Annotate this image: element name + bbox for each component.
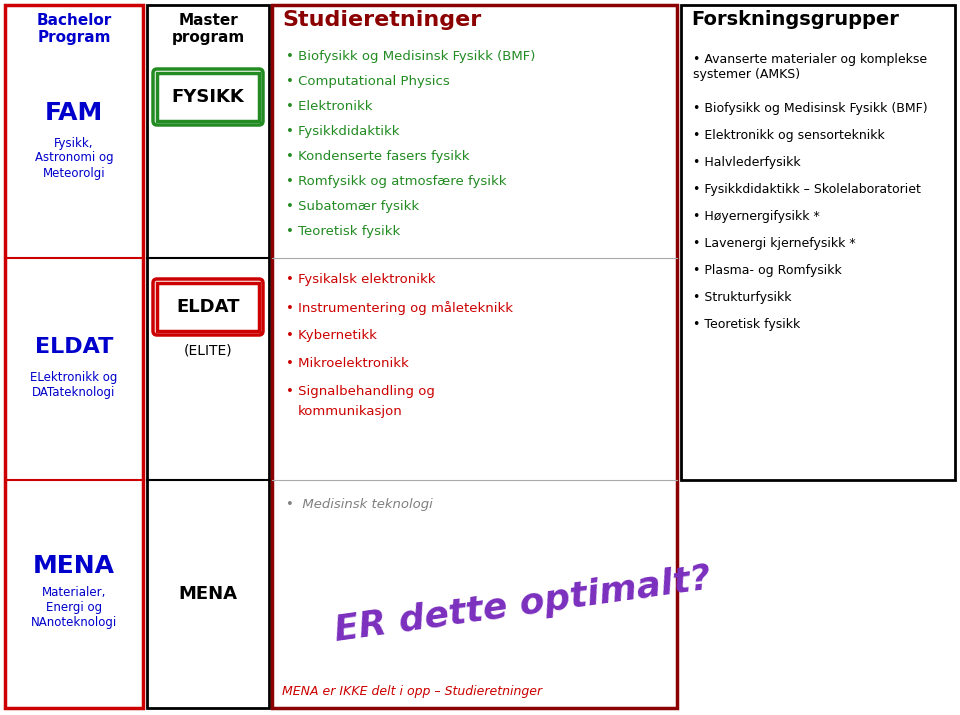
Bar xyxy=(147,5,269,708)
Bar xyxy=(272,5,677,708)
Text: ELektronikk og
DATateknologi: ELektronikk og DATateknologi xyxy=(31,371,118,399)
Text: • Kondenserte fasers fysikk: • Kondenserte fasers fysikk xyxy=(286,150,469,163)
Text: • Teoretisk fysikk: • Teoretisk fysikk xyxy=(693,318,801,331)
Text: Materialer,
Energi og
NAnoteknologi: Materialer, Energi og NAnoteknologi xyxy=(31,586,117,629)
Text: Fysikk,
Astronomi og
Meteorolgi: Fysikk, Astronomi og Meteorolgi xyxy=(35,137,113,179)
Text: • Kybernetikk: • Kybernetikk xyxy=(286,329,377,342)
Text: • Fysikalsk elektronikk: • Fysikalsk elektronikk xyxy=(286,273,436,286)
Text: •  Medisinsk teknologi: • Medisinsk teknologi xyxy=(286,498,433,511)
Text: • Høyernergifysikk *: • Høyernergifysikk * xyxy=(693,210,820,223)
Text: Master
program: Master program xyxy=(172,13,245,45)
Text: • Signalbehandling og: • Signalbehandling og xyxy=(286,385,435,398)
Text: MENA er IKKE delt i opp – Studieretninger: MENA er IKKE delt i opp – Studieretninge… xyxy=(282,685,542,698)
Text: MENA: MENA xyxy=(33,554,115,578)
Text: • Romfysikk og atmosfære fysikk: • Romfysikk og atmosfære fysikk xyxy=(286,175,507,188)
Text: • Elektronikk og sensorteknikk: • Elektronikk og sensorteknikk xyxy=(693,129,885,142)
Text: ELDAT: ELDAT xyxy=(177,298,240,316)
Bar xyxy=(681,5,955,480)
Text: • Avanserte materialer og komplekse
systemer (AMKS): • Avanserte materialer og komplekse syst… xyxy=(693,53,927,81)
Bar xyxy=(5,5,143,708)
Text: • Biofysikk og Medisinsk Fysikk (BMF): • Biofysikk og Medisinsk Fysikk (BMF) xyxy=(286,50,536,63)
Text: FYSIKK: FYSIKK xyxy=(172,88,245,106)
Text: ELDAT: ELDAT xyxy=(35,337,113,357)
Text: • Mikroelektronikk: • Mikroelektronikk xyxy=(286,357,409,370)
Text: • Fysikkdidaktikk: • Fysikkdidaktikk xyxy=(286,125,399,138)
Text: • Plasma- og Romfysikk: • Plasma- og Romfysikk xyxy=(693,264,842,277)
Bar xyxy=(157,283,259,331)
Text: • Halvlederfysikk: • Halvlederfysikk xyxy=(693,156,801,169)
Text: ER dette optimalt?: ER dette optimalt? xyxy=(332,562,713,649)
Text: • Teoretisk fysikk: • Teoretisk fysikk xyxy=(286,225,400,238)
Text: kommunikasjon: kommunikasjon xyxy=(298,405,403,418)
Text: Studieretninger: Studieretninger xyxy=(282,10,481,30)
Text: • Biofysikk og Medisinsk Fysikk (BMF): • Biofysikk og Medisinsk Fysikk (BMF) xyxy=(693,102,927,115)
Text: • Strukturfysikk: • Strukturfysikk xyxy=(693,291,791,304)
Bar xyxy=(157,73,259,121)
Text: Bachelor
Program: Bachelor Program xyxy=(36,13,111,45)
Text: • Fysikkdidaktikk – Skolelaboratoriet: • Fysikkdidaktikk – Skolelaboratoriet xyxy=(693,183,921,196)
Text: • Computational Physics: • Computational Physics xyxy=(286,75,449,88)
Text: • Elektronikk: • Elektronikk xyxy=(286,100,372,113)
Text: • Instrumentering og måleteknikk: • Instrumentering og måleteknikk xyxy=(286,301,513,315)
Text: Forskningsgrupper: Forskningsgrupper xyxy=(691,10,899,29)
Text: MENA: MENA xyxy=(179,585,237,603)
Text: • Lavenergi kjernefysikk *: • Lavenergi kjernefysikk * xyxy=(693,237,855,250)
Text: FAM: FAM xyxy=(45,102,103,126)
Text: (ELITE): (ELITE) xyxy=(183,344,232,358)
Text: • Subatomær fysikk: • Subatomær fysikk xyxy=(286,200,420,213)
